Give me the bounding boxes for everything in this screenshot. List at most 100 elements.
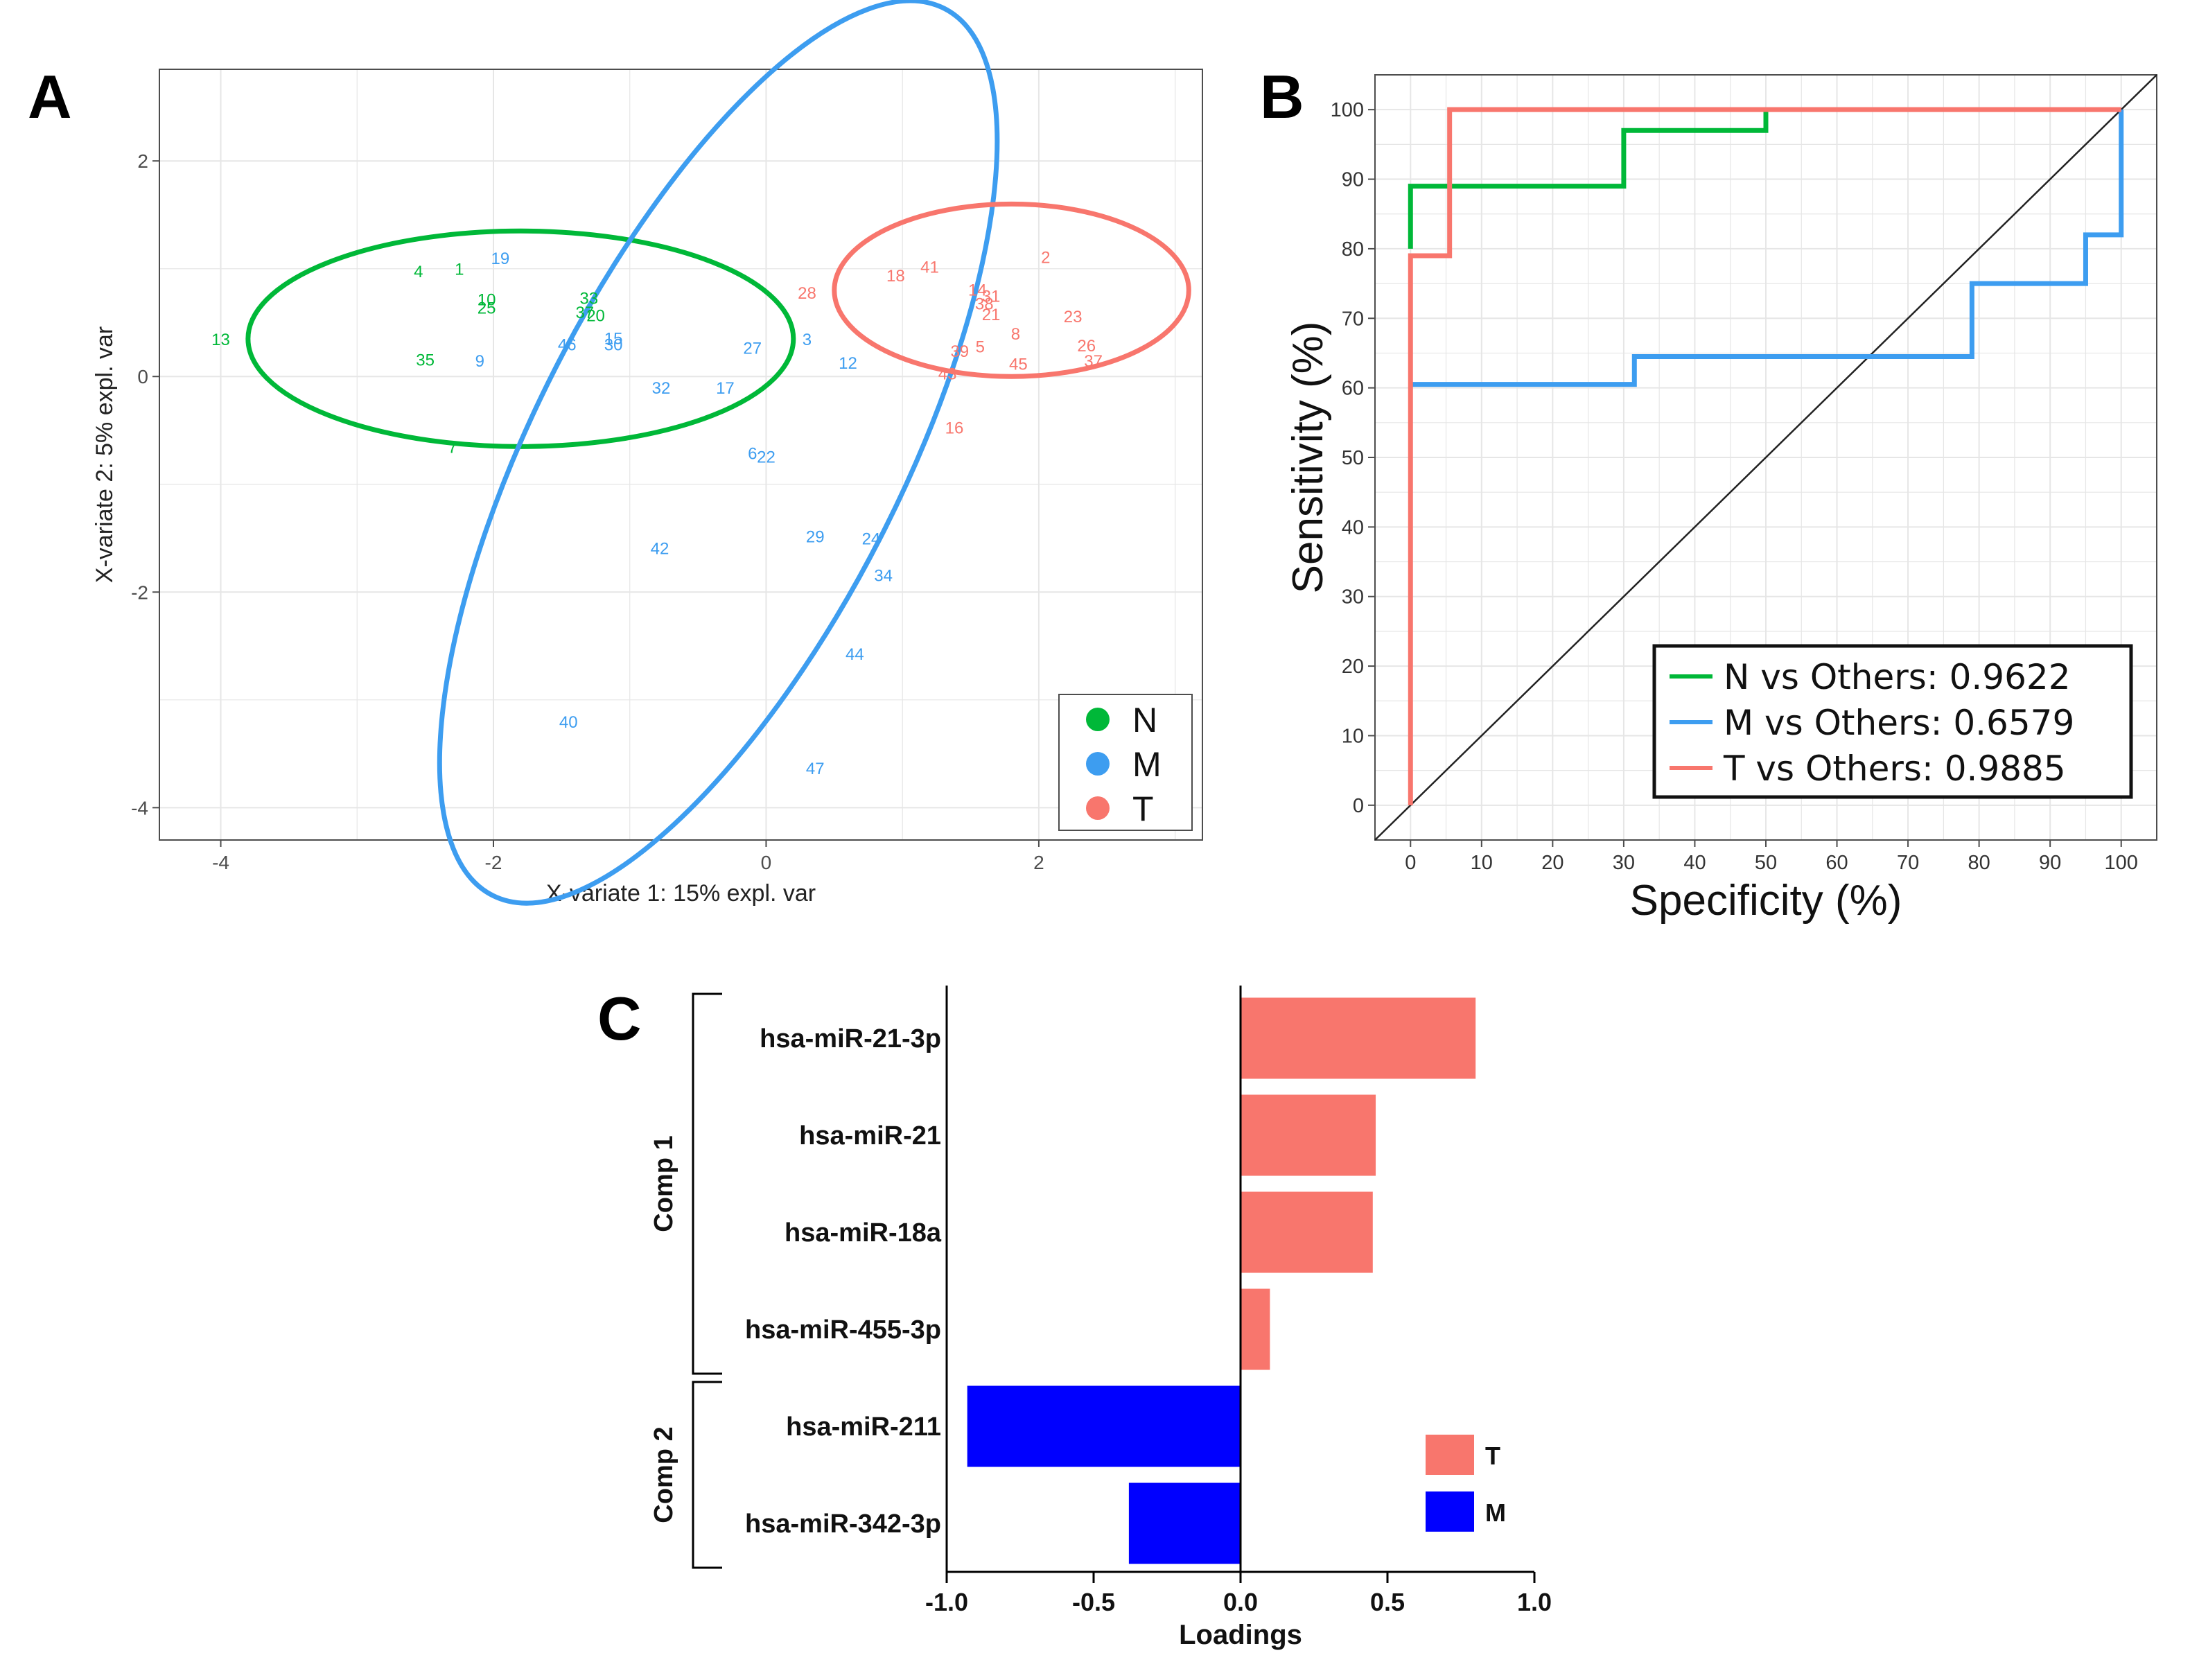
point-m: 19 bbox=[491, 250, 509, 268]
y-tick-label-b: 50 bbox=[1342, 447, 1364, 469]
point-n: 1 bbox=[455, 261, 464, 279]
legend-b-label-m: M vs Others: 0.6579 bbox=[1724, 703, 2074, 743]
x-tick-label-b: 90 bbox=[2039, 852, 2061, 874]
loading-bar bbox=[1241, 1288, 1270, 1370]
legend-c-swatch-m bbox=[1426, 1491, 1474, 1532]
point-m: 47 bbox=[806, 760, 825, 778]
point-m: 9 bbox=[475, 352, 484, 371]
y-tick-label-b: 10 bbox=[1342, 725, 1364, 747]
x-tick-label-a: 0 bbox=[761, 852, 772, 873]
loading-bar bbox=[1241, 997, 1476, 1079]
x-tick-label-c: -1.0 bbox=[925, 1588, 968, 1616]
x-tick-label-c: 0.5 bbox=[1370, 1588, 1405, 1616]
y-tick-label-b: 80 bbox=[1342, 238, 1364, 261]
x-tick-label-b: 80 bbox=[1968, 852, 1990, 874]
point-m: 40 bbox=[559, 713, 578, 732]
x-tick-label-b: 30 bbox=[1613, 852, 1635, 874]
panel-letter-b: B bbox=[1260, 62, 1304, 131]
y-tick-label-a: 0 bbox=[137, 366, 148, 387]
category-label: hsa-miR-211 bbox=[786, 1412, 941, 1442]
y-axis-label-b: Sensitivity (%) bbox=[1284, 322, 1332, 594]
point-m: 34 bbox=[874, 566, 893, 585]
x-tick-label-a: 2 bbox=[1033, 852, 1044, 873]
roc-diagonal bbox=[1374, 74, 2157, 841]
point-n: 7 bbox=[448, 438, 457, 457]
legend-a-dot-t bbox=[1086, 796, 1110, 820]
legend-c-label-t: T bbox=[1485, 1442, 1500, 1470]
point-t: 21 bbox=[982, 306, 1001, 324]
x-axis-label-c: Loadings bbox=[1179, 1620, 1302, 1650]
component-label: Comp 1 bbox=[649, 1135, 678, 1232]
panel-c-loadings: hsa-miR-21-3p hsa-miR-21 hsa-miR-18a hsa-mi… bbox=[649, 986, 1552, 1650]
y-tick-label-a: 2 bbox=[137, 150, 148, 172]
point-t: 26 bbox=[1077, 337, 1096, 356]
y-tick-label-b: 90 bbox=[1342, 169, 1364, 191]
x-tick-label-b: 100 bbox=[2105, 852, 2138, 874]
point-m: 42 bbox=[651, 540, 669, 559]
y-tick-label-a: -2 bbox=[131, 581, 148, 603]
x-tick-label-b: 60 bbox=[1825, 852, 1848, 874]
x-tick-label-a: -2 bbox=[485, 852, 502, 873]
loading-bar bbox=[1241, 1191, 1373, 1273]
y-tick-label-b: 20 bbox=[1342, 656, 1364, 678]
plot-a-frame bbox=[159, 69, 1203, 841]
x-tick-label-b: 10 bbox=[1471, 852, 1493, 874]
plot-a-background bbox=[159, 69, 1202, 840]
loading-bar bbox=[967, 1385, 1241, 1467]
point-m: 46 bbox=[558, 336, 577, 355]
legend-b-label-t: T vs Others: 0.9885 bbox=[1723, 749, 2066, 789]
point-t: 28 bbox=[798, 284, 816, 303]
point-m: 27 bbox=[743, 339, 762, 358]
point-n: 33 bbox=[579, 290, 598, 308]
point-t: 39 bbox=[950, 342, 969, 361]
component-bracket bbox=[692, 1381, 722, 1569]
point-m: 3 bbox=[803, 331, 812, 349]
x-tick-label-b: 0 bbox=[1405, 852, 1416, 874]
x-tick-label-b: 40 bbox=[1683, 852, 1706, 874]
point-m: 30 bbox=[604, 336, 623, 355]
panel-letter-c: C bbox=[597, 984, 642, 1053]
x-tick-label-a: -4 bbox=[212, 852, 229, 873]
category-label: hsa-miR-455-3p bbox=[745, 1315, 941, 1345]
point-n: 20 bbox=[586, 307, 605, 326]
component-bracket bbox=[692, 992, 722, 1375]
point-t: 43 bbox=[938, 365, 957, 384]
legend-c-swatch-t bbox=[1426, 1435, 1474, 1475]
point-n: 25 bbox=[478, 299, 496, 318]
point-t: 8 bbox=[1011, 325, 1020, 344]
legend-b-box bbox=[1652, 644, 2133, 799]
point-n: 35 bbox=[416, 351, 435, 369]
x-tick-label-b: 70 bbox=[1897, 852, 1919, 874]
y-tick-label-b: 100 bbox=[1331, 99, 1364, 121]
point-t: 45 bbox=[1009, 356, 1028, 374]
point-n: 4 bbox=[414, 263, 423, 281]
point-t: 14 bbox=[968, 281, 987, 299]
point-n: 10 bbox=[478, 290, 496, 309]
legend-a-dot-n bbox=[1086, 708, 1110, 731]
ellipse-t bbox=[832, 201, 1191, 379]
roc-line-n bbox=[1408, 110, 1769, 249]
y-tick-label-b: 70 bbox=[1342, 308, 1364, 330]
point-m: 22 bbox=[757, 448, 776, 466]
x-tick-label-c: -0.5 bbox=[1072, 1588, 1115, 1616]
legend-a-dot-m bbox=[1086, 752, 1110, 776]
point-m: 32 bbox=[652, 379, 671, 398]
point-t: 23 bbox=[1064, 308, 1083, 326]
category-label: hsa-miR-21-3p bbox=[760, 1024, 941, 1053]
y-tick-label-b: 40 bbox=[1342, 516, 1364, 539]
x-tick-label-c: 1.0 bbox=[1517, 1588, 1552, 1616]
point-t: 31 bbox=[982, 288, 1001, 306]
category-label: hsa-miR-18a bbox=[785, 1218, 942, 1248]
panel-a-scatter: -4 -2 0 2 -4 -2 0 2 X-variate 1: 15% expl. var X-… bbox=[91, 0, 1203, 907]
point-t: 41 bbox=[920, 259, 939, 277]
point-t: 37 bbox=[1084, 352, 1103, 371]
x-axis-label-a: X-variate 1: 15% expl. var bbox=[546, 880, 816, 907]
point-m: 15 bbox=[604, 329, 623, 348]
legend-a-label-n: N bbox=[1132, 701, 1157, 740]
x-axis-label-b: Specificity (%) bbox=[1630, 877, 1902, 925]
point-m: 17 bbox=[716, 379, 735, 398]
panel-letter-a: A bbox=[28, 62, 72, 131]
legend-c-label-m: M bbox=[1485, 1498, 1506, 1527]
y-axis-label-a: X-variate 2: 5% expl. var bbox=[91, 326, 118, 583]
point-n: 13 bbox=[211, 331, 230, 349]
